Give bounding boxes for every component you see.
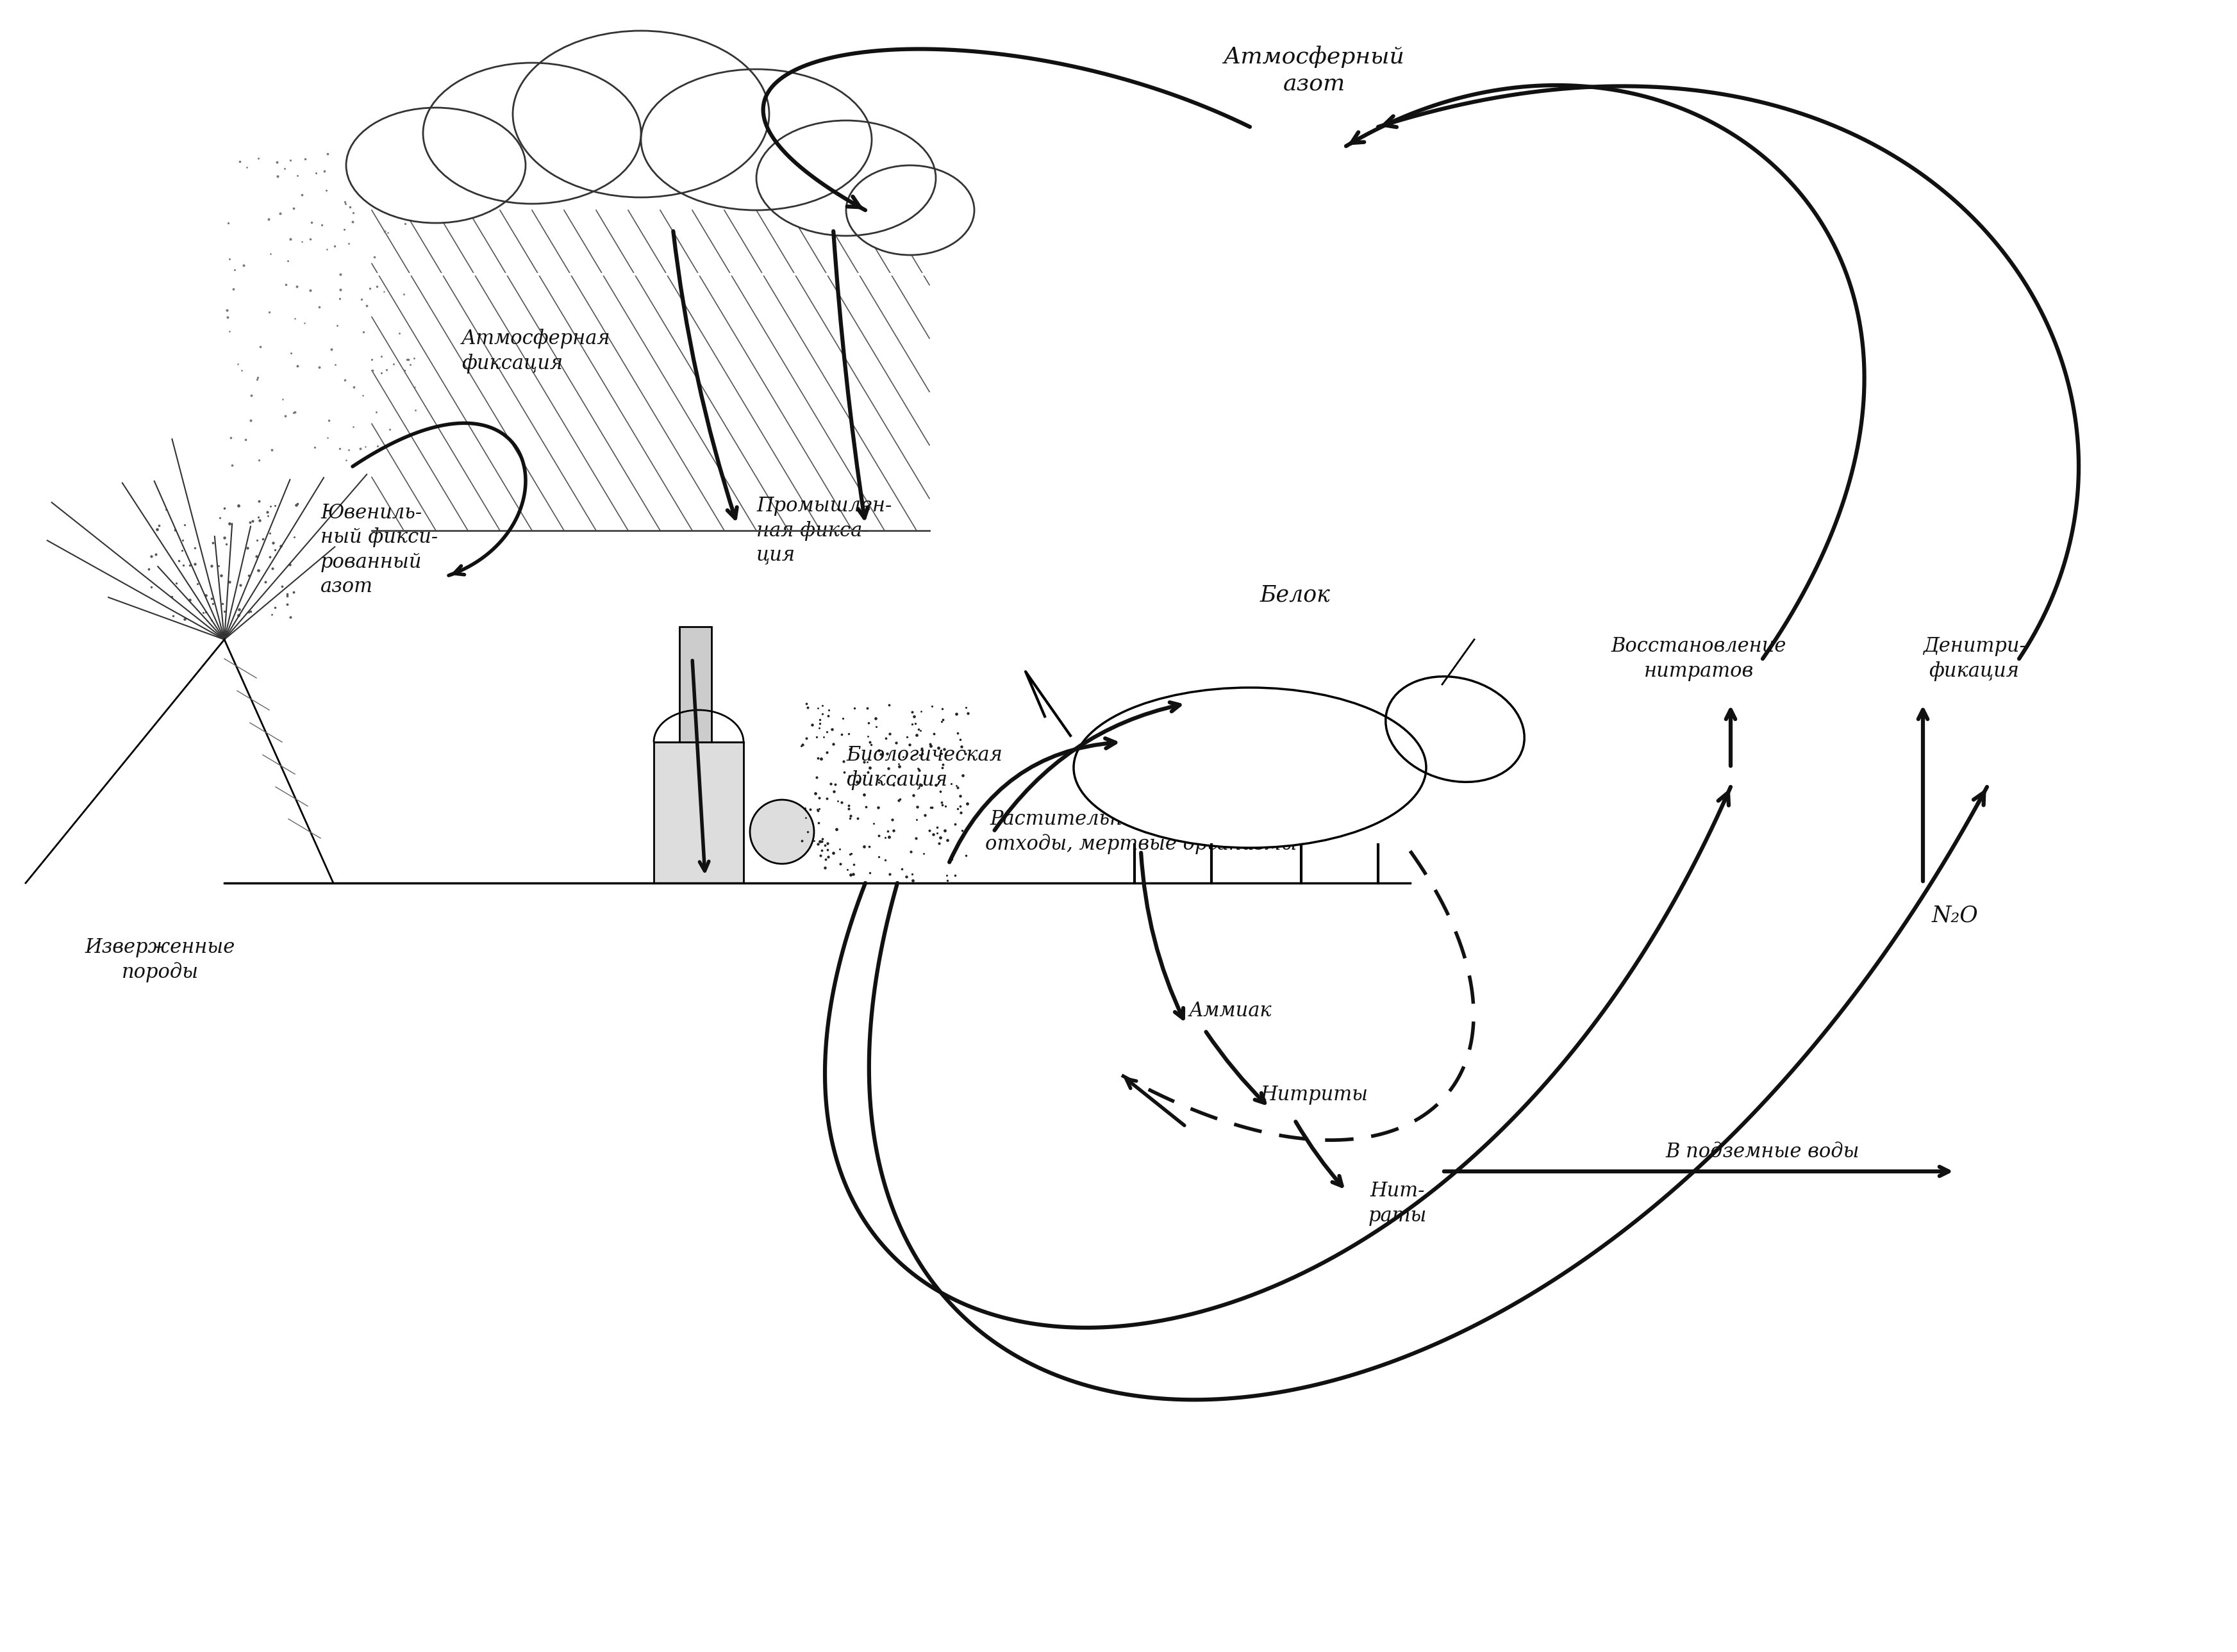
Text: Атмосферный
азот: Атмосферный азот [1224,46,1405,94]
Text: Нит-
раты: Нит- раты [1369,1181,1427,1226]
Ellipse shape [512,31,770,197]
Ellipse shape [642,69,872,210]
Bar [680,626,711,742]
Ellipse shape [1074,687,1427,847]
Ellipse shape [749,800,814,864]
Text: Восстановление
нитратов: Восстановление нитратов [1611,636,1785,681]
Text: Растительные и животные
отходы, мертвые организмы: Растительные и животные отходы, мертвые … [984,809,1297,854]
Bar [653,742,743,884]
Text: Атмосферная
фиксация: Атмосферная фиксация [461,329,611,373]
Text: В подземные воды: В подземные воды [1667,1142,1859,1161]
Text: Денитри-
фикация: Денитри- фикация [1922,636,2027,681]
Text: Белок: Белок [1259,583,1331,606]
Ellipse shape [423,63,642,203]
Text: Промышлен-
ная фикса-
ция: Промышлен- ная фикса- ция [756,496,893,565]
Ellipse shape [347,107,526,223]
Ellipse shape [756,121,935,236]
Text: Аммиак: Аммиак [1190,1001,1273,1021]
Bar [680,626,711,742]
Text: Биологическая
фиксация: Биологическая фиксация [846,745,1002,790]
Text: Ювениль-
ный фикси-
рованный
азот: Ювениль- ный фикси- рованный азот [320,504,438,596]
Text: Изверженные
породы: Изверженные породы [85,938,235,983]
Text: Нитриты: Нитриты [1259,1085,1367,1105]
Text: N₂O: N₂O [1933,904,1978,927]
Ellipse shape [846,165,975,254]
Bar [653,742,743,884]
Ellipse shape [1385,676,1523,781]
